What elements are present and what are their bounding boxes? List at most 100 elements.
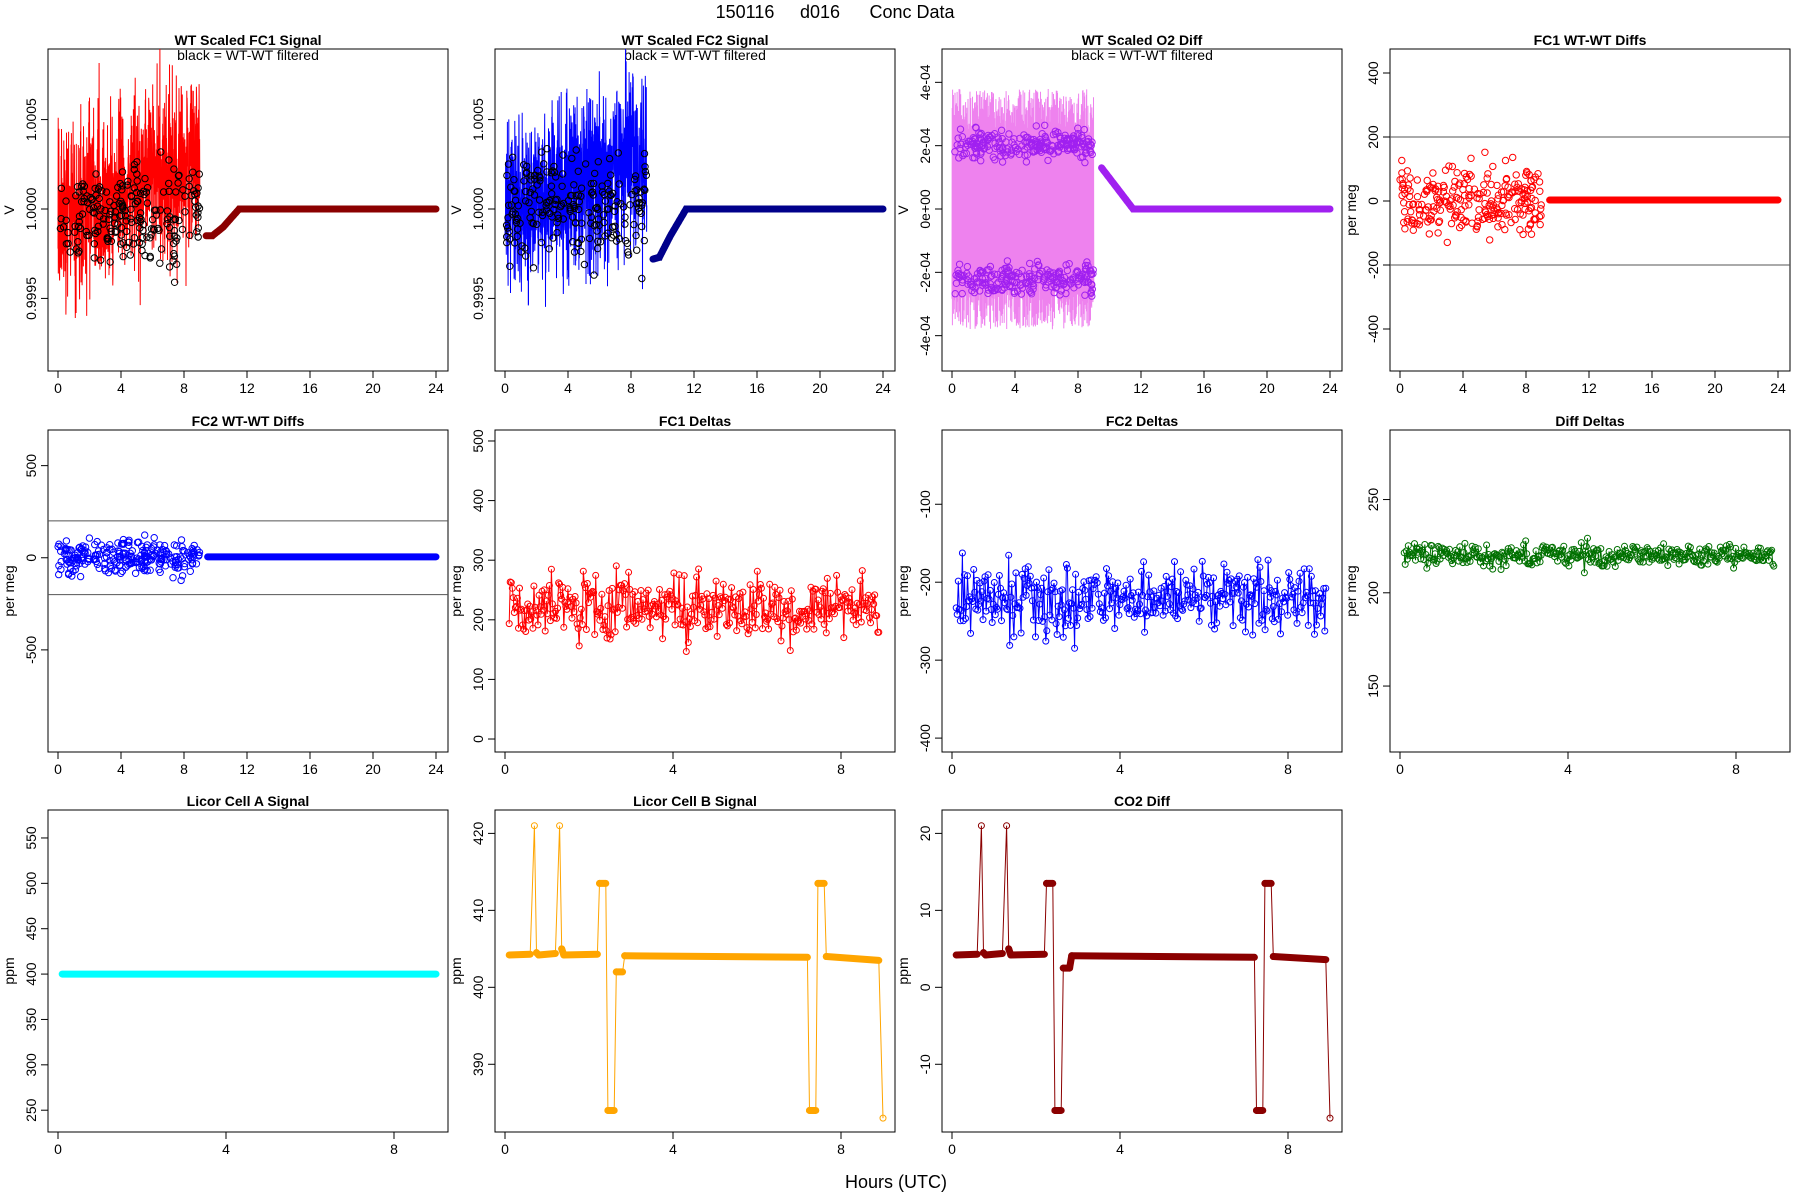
data-point (1494, 223, 1502, 231)
data-point (1531, 196, 1539, 205)
y-tick-label: 4e-04 (917, 64, 933, 100)
data-point (1075, 588, 1083, 596)
series-settled (649, 205, 887, 263)
data-point (1507, 218, 1515, 227)
data-point (1409, 200, 1418, 208)
data-point (995, 572, 1003, 579)
data-point (957, 606, 965, 614)
data-point (1417, 555, 1425, 563)
data-point (680, 572, 688, 580)
data-point (1074, 281, 1083, 289)
data-point (1487, 180, 1495, 189)
data-point (728, 584, 736, 592)
data-point (1436, 206, 1445, 214)
data-point (784, 597, 792, 605)
data-point (138, 564, 146, 572)
data-point (1221, 590, 1229, 598)
data-point (1319, 594, 1327, 602)
data-point (114, 539, 122, 547)
data-point (594, 237, 602, 246)
data-point (1449, 187, 1457, 195)
data-point (81, 560, 89, 568)
data-point (631, 187, 639, 195)
plot-frame (941, 48, 1343, 372)
x-tick-label: 8 (390, 1141, 398, 1157)
data-point (90, 240, 99, 248)
data-point (564, 585, 572, 593)
data-point (1248, 592, 1256, 600)
data-point (1081, 149, 1090, 158)
data-point (1241, 579, 1248, 586)
data-point (746, 581, 754, 589)
data-point (1481, 206, 1489, 215)
series-settled (535, 949, 559, 959)
data-point (792, 626, 800, 634)
data-point (958, 549, 966, 557)
data-point (1406, 187, 1414, 195)
data-point (1073, 622, 1081, 629)
data-point (74, 238, 82, 246)
plot-frame (47, 48, 449, 372)
data-point (999, 149, 1007, 157)
data-point (1519, 553, 1527, 561)
data-point (815, 611, 823, 619)
data-point (738, 620, 746, 628)
data-point (571, 219, 580, 227)
data-point (1242, 628, 1249, 636)
data-point (90, 204, 98, 212)
x-tick-label: 4 (1116, 761, 1124, 777)
data-point (511, 196, 520, 205)
data-point (841, 591, 849, 598)
data-point (1219, 595, 1227, 603)
data-point (1445, 162, 1453, 170)
data-point (572, 146, 580, 154)
data-point (1136, 600, 1143, 608)
data-point (769, 599, 777, 607)
data-point (1304, 621, 1312, 629)
data-point (1168, 575, 1176, 583)
data-point (570, 181, 578, 189)
data-point (94, 227, 102, 236)
data-point (969, 598, 977, 605)
data-point (106, 258, 114, 266)
data-point (1296, 569, 1304, 577)
data-point (839, 597, 847, 605)
data-point (570, 608, 578, 616)
data-point (745, 626, 753, 634)
data-point (566, 191, 575, 200)
plot-frame (494, 429, 896, 753)
data-point (1062, 561, 1070, 568)
data-point (991, 139, 999, 147)
data-point (548, 190, 556, 198)
y-tick-label: 250 (23, 1098, 39, 1122)
data-point (1294, 587, 1302, 595)
data-point (589, 587, 597, 595)
data-point (1654, 554, 1661, 562)
data-point (1276, 600, 1283, 608)
data-point (1474, 217, 1482, 226)
data-point (968, 282, 977, 291)
data-point (1063, 266, 1072, 275)
data-point (134, 538, 143, 546)
data-point (976, 131, 985, 139)
data-point (1526, 204, 1535, 213)
data-point (1498, 220, 1506, 229)
data-point (583, 580, 591, 587)
data-point (955, 154, 963, 162)
data-point (1627, 551, 1635, 558)
data-point (668, 605, 676, 613)
data-point (749, 586, 757, 593)
data-point (614, 149, 622, 157)
data-point (776, 586, 784, 594)
data-point (1035, 261, 1043, 270)
data-point (551, 196, 560, 204)
series-line (956, 825, 1331, 1119)
data-point (122, 227, 131, 236)
data-point (128, 547, 137, 555)
data-point (561, 598, 569, 606)
data-point (102, 553, 111, 561)
x-tick-label: 4 (669, 1141, 677, 1157)
data-point (545, 582, 553, 589)
data-point (710, 615, 718, 623)
data-point (1062, 261, 1070, 269)
